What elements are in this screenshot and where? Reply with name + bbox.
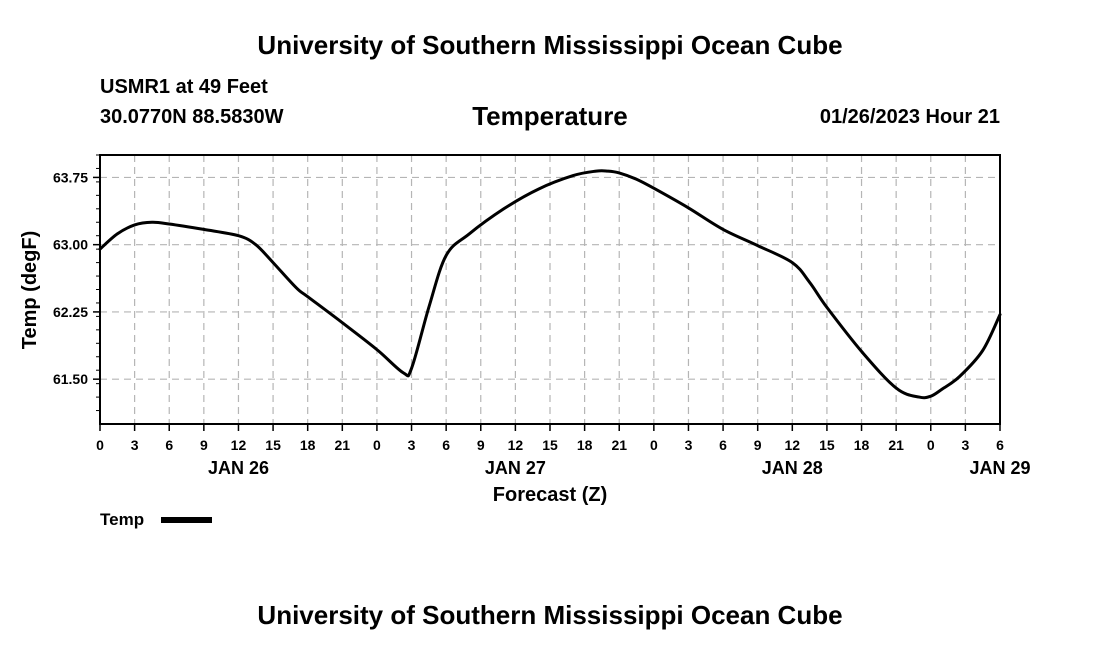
x-tick-label: 0 [927, 437, 935, 453]
x-tick-label: 0 [96, 437, 104, 453]
x-tick-label: 21 [888, 437, 904, 453]
top-title: University of Southern Mississippi Ocean… [257, 30, 843, 60]
datetime-label: 01/26/2023 Hour 21 [819, 106, 1000, 128]
x-tick-label: 3 [685, 437, 693, 453]
location-label: 30.0770N 88.5830W [100, 106, 284, 128]
x-tick-label: 15 [542, 437, 558, 453]
temp-series-line [98, 169, 1002, 400]
x-tick-label: 9 [754, 437, 762, 453]
day-label: JAN 28 [762, 458, 823, 478]
y-tick-label: 62.25 [53, 304, 88, 320]
x-tick-label: 21 [611, 437, 627, 453]
day-labels: JAN 26 JAN 27 JAN 28 JAN 29 [208, 458, 1031, 478]
y-tick-label: 63.75 [53, 169, 88, 185]
variable-title: Temperature [472, 101, 628, 131]
day-label: JAN 27 [485, 458, 546, 478]
x-axis-ticks: 0 3 6 9 12 15 18 21 0 3 6 9 12 15 18 21 0 3 6 9 12 15 18 21 0 3 6 [96, 424, 1004, 453]
day-label: JAN 29 [969, 458, 1030, 478]
x-tick-label: 6 [442, 437, 450, 453]
x-tick-label: 15 [819, 437, 835, 453]
x-tick-label: 0 [373, 437, 381, 453]
x-tick-label: 3 [961, 437, 969, 453]
day-label: JAN 26 [208, 458, 269, 478]
station-label: USMR1 at 49 Feet [100, 76, 268, 98]
x-tick-label: 3 [131, 437, 139, 453]
x-tick-label: 15 [265, 437, 281, 453]
x-tick-label: 0 [650, 437, 658, 453]
x-tick-label: 6 [165, 437, 173, 453]
x-tick-label: 9 [200, 437, 208, 453]
x-tick-label: 12 [231, 437, 247, 453]
y-axis-label: Temp (degF) [19, 231, 41, 350]
x-tick-label: 3 [408, 437, 416, 453]
y-tick-label: 61.50 [53, 371, 88, 387]
y-axis-ticks: 61.50 62.25 63.00 63.75 [53, 169, 100, 387]
y-tick-label: 63.00 [53, 237, 88, 253]
legend-label: Temp [100, 510, 144, 529]
x-tick-label: 18 [854, 437, 870, 453]
x-tick-label: 12 [785, 437, 801, 453]
x-tick-label: 18 [300, 437, 316, 453]
x-tick-label: 18 [577, 437, 593, 453]
x-tick-label: 12 [508, 437, 524, 453]
x-tick-label: 6 [996, 437, 1004, 453]
x-tick-label: 21 [335, 437, 351, 453]
bottom-title: University of Southern Mississippi Ocean… [257, 600, 843, 630]
x-tick-label: 6 [719, 437, 727, 453]
x-axis-label: Forecast (Z) [493, 484, 607, 506]
grid-lines [100, 155, 1000, 424]
x-tick-label: 9 [477, 437, 485, 453]
